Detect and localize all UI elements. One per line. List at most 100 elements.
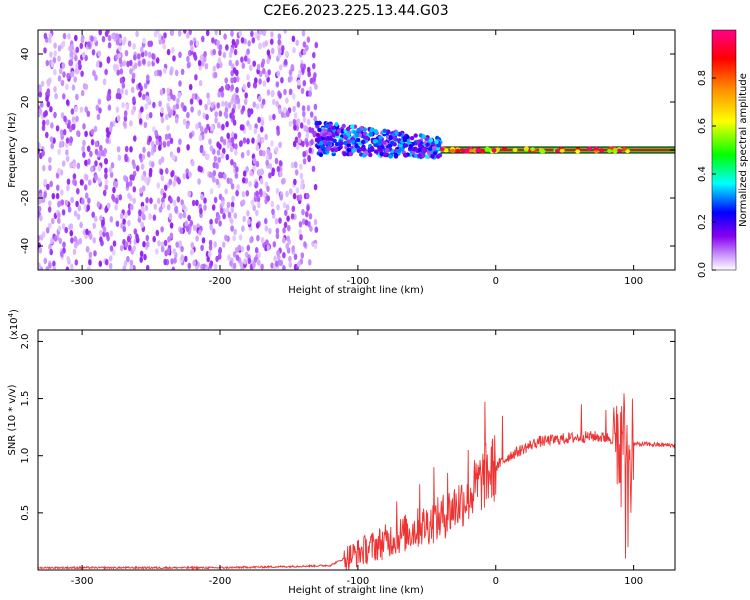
heatmap-cell	[65, 266, 70, 270]
heatmap-cell	[273, 255, 277, 262]
heatmap-cell	[403, 143, 409, 148]
colorbar: 0.0 0.2 0.4 0.6 0.8 Normalized spectral ampl…	[697, 29, 749, 278]
heatmap-cell	[166, 48, 171, 56]
heatmap-cell	[302, 116, 307, 123]
heatmap-cell	[38, 205, 42, 213]
heatmap-cell	[43, 191, 47, 199]
heatmap-cell	[217, 91, 221, 98]
heatmap-cell	[351, 139, 356, 144]
heatmap-cell	[197, 178, 201, 185]
heatmap-cell	[258, 70, 263, 78]
heatmap-cell	[108, 255, 113, 262]
heatmap-cell	[57, 45, 62, 52]
heatmap-cell	[218, 220, 222, 227]
heatmap-cell	[270, 140, 274, 147]
heatmap-cell	[257, 259, 261, 266]
heatmap-cell	[235, 38, 240, 46]
snr-x-axis-label: Height of straight line (km)	[288, 585, 424, 596]
heatmap-cell	[111, 249, 116, 256]
heatmap-cell	[303, 125, 307, 132]
heatmap-cell	[72, 173, 77, 180]
heatmap-cell	[158, 135, 162, 142]
heatmap-cell	[185, 225, 190, 232]
heatmap-cell	[218, 171, 222, 179]
heatmap-cell	[255, 160, 260, 168]
heatmap-cell	[108, 262, 113, 270]
heatmap-cell	[224, 100, 228, 108]
heatmap-cell	[334, 122, 339, 127]
heatmap-cell	[40, 101, 44, 108]
heatmap-cell	[137, 53, 141, 60]
heatmap-cell	[247, 81, 251, 89]
heatmap-cell	[262, 190, 267, 198]
heatmap-cell	[291, 35, 296, 42]
heatmap-cell	[65, 99, 70, 106]
heatmap-cell	[128, 244, 132, 252]
heatmap-cell	[57, 225, 62, 232]
heatmap-cell	[314, 137, 320, 143]
heatmap-cell	[223, 33, 227, 40]
heatmap-cell	[247, 40, 251, 47]
heatmap-cell	[99, 229, 103, 237]
heatmap-cell	[200, 193, 204, 201]
heatmap-cell	[216, 141, 220, 148]
heatmap-cell	[265, 159, 270, 166]
heatmap-cell	[214, 30, 218, 36]
heatmap-cell	[163, 67, 167, 74]
heatmap-cell	[119, 244, 124, 252]
heatmap-cell	[202, 112, 207, 119]
heatmap-cell	[139, 256, 143, 263]
colorbar-tick-label: 0.4	[697, 166, 708, 182]
heatmap-cell	[158, 33, 162, 40]
heatmap-cell	[246, 244, 251, 252]
heatmap-cell	[126, 235, 131, 243]
heatmap-cell	[270, 47, 275, 54]
heatmap-cell	[205, 113, 209, 121]
heatmap-cell	[124, 89, 129, 96]
heatmap-cell	[162, 141, 167, 148]
heatmap-cell	[166, 140, 171, 147]
heatmap-cell	[113, 65, 118, 72]
heatmap-cell	[60, 133, 64, 141]
heatmap-cell	[38, 91, 43, 98]
heatmap-cell	[241, 62, 246, 69]
heatmap-cell	[206, 153, 210, 160]
heatmap-cell	[323, 128, 328, 133]
heatmap-cell	[417, 153, 422, 158]
heatmap-cell	[232, 119, 237, 126]
heatmap-cell	[43, 178, 48, 186]
heatmap-cell	[48, 262, 52, 269]
heatmap-cell	[312, 51, 316, 59]
heatmap-cell	[330, 147, 335, 152]
heatmap-cell	[360, 139, 366, 145]
heatmap-cell	[53, 235, 58, 242]
heatmap-cell	[52, 266, 57, 270]
heatmap-cell	[61, 160, 66, 167]
heatmap-cell	[208, 244, 213, 251]
heatmap-cell	[89, 150, 93, 158]
heatmap-cell	[214, 111, 218, 118]
heatmap-cell	[86, 204, 90, 212]
heatmap-cell	[220, 152, 225, 159]
heatmap-cell	[257, 116, 261, 124]
heatmap-cell	[208, 250, 212, 258]
heatmap-cell	[124, 50, 129, 57]
heatmap-cell	[66, 184, 70, 192]
heatmap-cell	[154, 129, 158, 137]
heatmap-cell	[96, 201, 101, 208]
heatmap-cell	[361, 144, 366, 149]
heatmap-cell	[243, 258, 247, 265]
heatmap-cell	[94, 74, 98, 81]
heatmap-cell	[102, 189, 107, 197]
heatmap-cell	[229, 47, 234, 54]
heatmap-cell	[212, 228, 216, 235]
heatmap-cell	[192, 259, 196, 267]
heatmap-cell	[203, 51, 207, 58]
heatmap-cell	[251, 37, 256, 44]
x-tick-label: -300	[71, 576, 94, 587]
heatmap-cell	[149, 40, 153, 47]
heatmap-cell	[119, 77, 124, 84]
heatmap-cell	[282, 227, 286, 234]
heatmap-cell	[77, 205, 82, 212]
